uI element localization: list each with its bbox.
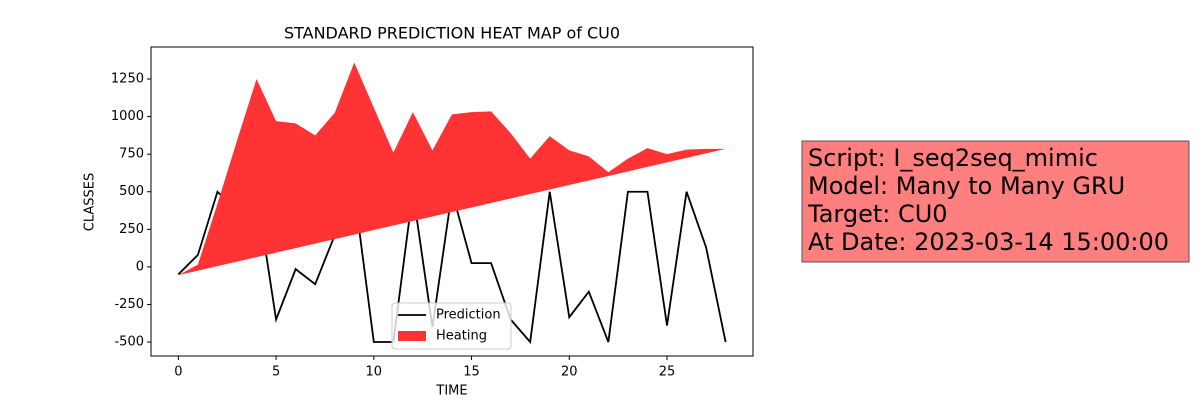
- legend-swatch: [398, 331, 426, 341]
- y-tick-label: 500: [119, 184, 144, 199]
- legend: Prediction Heating: [391, 302, 512, 350]
- x-tick-label: 15: [463, 365, 480, 380]
- y-tick-label: 0: [136, 259, 144, 274]
- y-tick-label: 1250: [111, 72, 144, 87]
- y-tick-label: 750: [119, 147, 144, 162]
- annotation-box: [801, 140, 1190, 263]
- x-tick-label: 0: [174, 365, 182, 380]
- x-axis-label: TIME: [435, 384, 467, 399]
- axes-frame: [150, 46, 754, 357]
- y-tick-label: 1000: [111, 109, 144, 124]
- x-tick-label: 20: [561, 365, 578, 380]
- x-tick-label: 25: [659, 365, 676, 380]
- annotation-line: At Date: 2023-03-14 15:00:00: [808, 228, 1169, 256]
- legend-label: Prediction: [436, 308, 501, 323]
- x-tick-label: 10: [366, 365, 383, 380]
- annotation-line: Target: CU0: [807, 200, 948, 228]
- area: [178, 62, 726, 276]
- plot-area: [177, 62, 727, 345]
- chart-title: STANDARD PREDICTION HEAT MAP of CU0: [284, 24, 620, 43]
- y-axis-label: CLASSES: [83, 173, 98, 231]
- y-tick-label: -500: [114, 335, 144, 350]
- annotation-line: Model: Many to Many GRU: [808, 172, 1125, 200]
- x-tick-label: 5: [272, 365, 280, 380]
- annotation-line: Script: I_seq2seq_mimic: [808, 144, 1098, 172]
- y-tick-label: 250: [119, 222, 144, 237]
- y-tick-label: -250: [114, 297, 144, 312]
- legend-label: Heating: [436, 329, 487, 344]
